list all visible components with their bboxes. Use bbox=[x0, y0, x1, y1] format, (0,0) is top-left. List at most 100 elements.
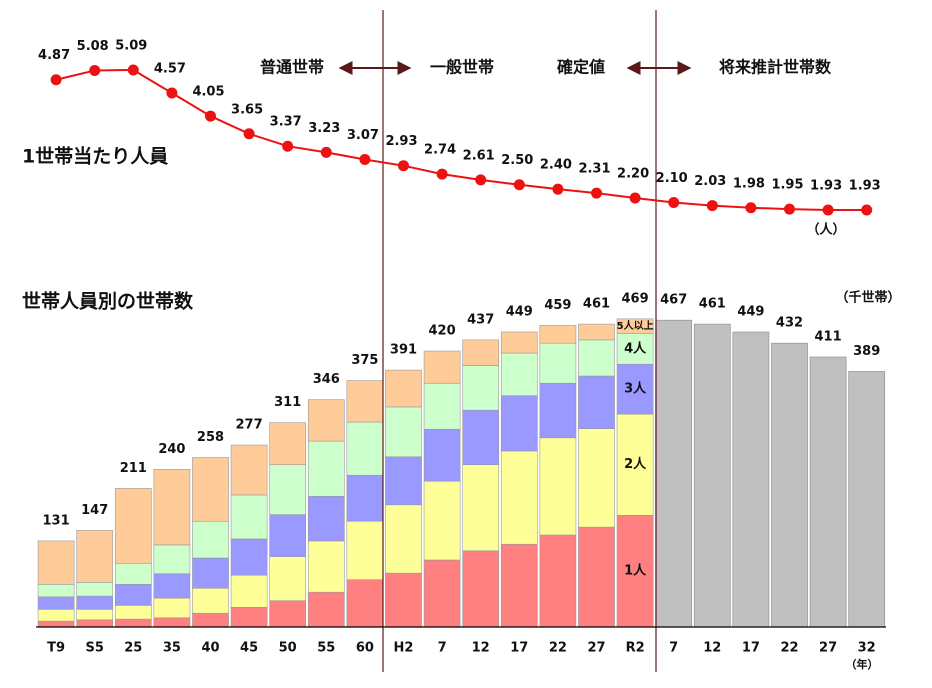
line-point bbox=[359, 153, 371, 165]
bar-segment bbox=[192, 520, 229, 559]
line-point bbox=[861, 204, 873, 216]
bar-segment bbox=[346, 579, 384, 628]
bar-segment bbox=[346, 520, 384, 580]
line-label: 3.23 bbox=[308, 121, 340, 136]
line-label: 3.07 bbox=[347, 128, 379, 143]
data-label: 449 bbox=[506, 305, 533, 320]
bar-segment bbox=[230, 574, 268, 608]
line-point bbox=[50, 74, 62, 86]
bar-segment bbox=[385, 406, 422, 458]
data-label: 391 bbox=[390, 343, 417, 358]
bar-segment bbox=[269, 422, 307, 466]
data-label: 346 bbox=[313, 372, 340, 387]
x-tick-label: T9 bbox=[47, 641, 65, 656]
bar-segment bbox=[76, 582, 114, 597]
x-tick-label: 25 bbox=[124, 641, 142, 656]
bar-segment bbox=[462, 365, 500, 411]
bar-segment bbox=[500, 543, 538, 628]
x-tick-label: 27 bbox=[587, 641, 605, 656]
bar-segment bbox=[230, 494, 268, 540]
data-label: 467 bbox=[660, 293, 687, 308]
line-label: 4.05 bbox=[192, 85, 224, 100]
bar-segment bbox=[76, 530, 114, 583]
line-label: 4.87 bbox=[38, 48, 70, 63]
line-label: 5.09 bbox=[115, 39, 147, 54]
bar-segment bbox=[616, 333, 654, 365]
bar-segment bbox=[423, 559, 461, 628]
bar-segment bbox=[385, 369, 422, 408]
data-label: 375 bbox=[351, 353, 378, 368]
bar bbox=[655, 319, 693, 628]
bar-segment bbox=[307, 399, 345, 442]
bar-segment bbox=[153, 573, 191, 599]
bar-segment bbox=[385, 504, 422, 574]
bar-segment bbox=[269, 600, 307, 628]
bar bbox=[732, 331, 770, 628]
line-label: 1.93 bbox=[849, 179, 881, 194]
bar-segment bbox=[539, 325, 577, 344]
bar-segment bbox=[230, 538, 268, 576]
x-tick-label: 17 bbox=[742, 641, 760, 656]
bar bbox=[693, 323, 731, 628]
line-point bbox=[784, 203, 795, 215]
x-tick-label: 12 bbox=[472, 641, 490, 656]
x-tick-label: 35 bbox=[163, 641, 181, 656]
bar-segment bbox=[500, 352, 538, 397]
bar-segment bbox=[307, 495, 345, 542]
bar-segment bbox=[37, 583, 75, 598]
line-point bbox=[591, 187, 602, 199]
line-title: 1世帯当たり人員 bbox=[22, 145, 168, 168]
bar-segment bbox=[346, 421, 384, 476]
bar-segment bbox=[462, 409, 500, 466]
bar-segment bbox=[462, 339, 500, 366]
line-point bbox=[822, 204, 834, 216]
data-label: 449 bbox=[737, 305, 764, 320]
data-label: 277 bbox=[236, 418, 263, 433]
legend-label: 5人以上 bbox=[617, 319, 654, 332]
x-tick-label: 55 bbox=[317, 641, 335, 656]
bar-segment bbox=[37, 540, 75, 585]
bar-segment bbox=[230, 606, 268, 628]
bar-segment bbox=[269, 464, 307, 515]
bar-segment bbox=[114, 583, 152, 606]
line-label: 2.03 bbox=[694, 174, 726, 189]
line-point bbox=[127, 64, 139, 76]
line-point bbox=[282, 140, 294, 152]
x-tick-label: S5 bbox=[85, 641, 103, 656]
bar-segment bbox=[616, 318, 654, 334]
bar-segment bbox=[539, 437, 577, 536]
line-point bbox=[166, 87, 178, 99]
bar bbox=[848, 371, 886, 628]
x-tick-label: 7 bbox=[669, 641, 678, 656]
bar-segment bbox=[37, 596, 75, 610]
annotation: 一般世帯 bbox=[430, 58, 494, 77]
data-label: 432 bbox=[776, 316, 803, 331]
x-tick-label: 17 bbox=[510, 641, 528, 656]
bar-segment bbox=[423, 428, 461, 482]
x-tick-label: 22 bbox=[549, 641, 567, 656]
line-label: 2.93 bbox=[385, 134, 417, 149]
bar-segment bbox=[616, 363, 654, 415]
line-point bbox=[398, 160, 409, 172]
data-label: 147 bbox=[81, 503, 108, 518]
bar-segment bbox=[539, 382, 577, 439]
x-tick-label: 60 bbox=[356, 641, 374, 656]
line-point bbox=[475, 174, 487, 186]
bar-segment bbox=[153, 544, 191, 575]
bar-segment bbox=[307, 591, 345, 628]
line-point bbox=[89, 64, 101, 76]
bar-segment bbox=[539, 534, 577, 628]
data-label: 459 bbox=[544, 298, 571, 313]
line-label: 3.65 bbox=[231, 102, 263, 117]
chart-title: 世帯人員別の世帯数 bbox=[22, 290, 194, 313]
bar-segment bbox=[462, 464, 500, 552]
line-label: 2.10 bbox=[656, 171, 688, 186]
bar-segment bbox=[385, 456, 422, 506]
bar-segment bbox=[462, 550, 500, 628]
x-tick-label: 50 bbox=[279, 641, 297, 656]
line-label: 2.50 bbox=[501, 153, 533, 168]
bar bbox=[809, 356, 847, 628]
data-label: 420 bbox=[429, 324, 456, 339]
line-label: 1.95 bbox=[771, 178, 803, 193]
legend-label: 2人 bbox=[624, 456, 647, 472]
